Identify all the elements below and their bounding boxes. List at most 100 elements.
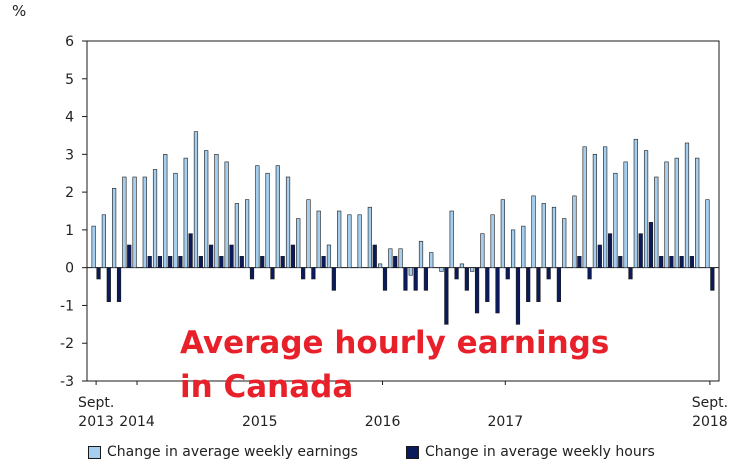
bar-weekly-hours (423, 267, 429, 291)
bar-weekly-earnings (480, 233, 485, 268)
overlay-title-line2: in Canada (180, 369, 353, 405)
bar-weekly-earnings (255, 165, 260, 268)
bar-weekly-earnings (674, 157, 679, 268)
x-tick-label: 2014 (119, 414, 155, 430)
bar-weekly-earnings (204, 150, 209, 268)
bar-weekly-earnings (582, 146, 587, 268)
x-axis: Sept. 2013 2014 2015 2016 2017 Sept. 2018 (78, 381, 728, 430)
bar-weekly-earnings (510, 229, 516, 268)
bar-weekly-earnings (91, 225, 96, 268)
bar-weekly-earnings (633, 138, 638, 268)
x-tick-label: 2013 (78, 414, 114, 430)
bar-weekly-hours (526, 267, 531, 302)
bar-weekly-earnings (695, 157, 700, 268)
bar-weekly-earnings (265, 172, 270, 268)
y-tick-label: 5 (65, 72, 74, 88)
bar-weekly-hours (546, 267, 551, 280)
bar-weekly-hours (219, 256, 224, 268)
bar-weekly-earnings (142, 176, 147, 268)
bar-weekly-earnings (613, 172, 618, 268)
bar-weekly-hours (331, 267, 336, 291)
bar-weekly-hours (628, 267, 633, 280)
bar-weekly-earnings (224, 161, 229, 268)
bar-weekly-hours (618, 256, 623, 268)
bar-weekly-hours (638, 233, 643, 268)
bar-weekly-hours (444, 267, 449, 325)
bar-weekly-earnings (388, 248, 393, 268)
bar-weekly-hours (505, 267, 510, 280)
bar-weekly-earnings (551, 206, 557, 268)
bar-weekly-hours (403, 267, 408, 291)
bar-weekly-hours (157, 256, 163, 268)
bar-weekly-earnings (684, 142, 690, 268)
x-tick-label: 2018 (692, 414, 728, 430)
plot-frame (86, 40, 720, 382)
bar-weekly-hours (147, 256, 152, 268)
bar-chart: % 6 5 4 3 2 1 0 -1 -2 -3 Sept. 2013 2014 2015 2016 201… (12, 2, 728, 430)
bar-weekly-hours (382, 267, 388, 291)
bar-weekly-earnings (152, 169, 158, 268)
bar-weekly-hours (188, 233, 193, 268)
bar-weekly-earnings (316, 210, 321, 268)
bar-weekly-hours (474, 267, 480, 314)
bar-weekly-earnings (418, 240, 424, 268)
bar-weekly-earnings (337, 210, 342, 268)
overlay-title-line1: Average hourly earnings (180, 325, 609, 361)
bar-weekly-hours (116, 267, 122, 302)
bar-weekly-earnings (275, 165, 280, 268)
bar-weekly-hours (249, 267, 255, 280)
legend-swatch-earnings (88, 445, 101, 459)
bar-weekly-hours (679, 256, 684, 268)
bar-weekly-hours (536, 267, 541, 302)
bar-weekly-hours (710, 267, 715, 291)
bar-weekly-hours (208, 244, 214, 268)
bar-weekly-earnings (112, 188, 117, 268)
y-tick-label: 3 (65, 147, 74, 163)
bar-weekly-hours (239, 256, 244, 268)
bar-weekly-earnings (439, 267, 444, 272)
bar-weekly-hours (372, 244, 377, 268)
bar-weekly-hours (577, 256, 582, 268)
bar-weekly-hours (260, 256, 265, 268)
bar-weekly-earnings (132, 176, 137, 268)
bar-weekly-hours (587, 267, 592, 280)
bar-weekly-earnings (643, 150, 649, 268)
bar-weekly-earnings (183, 157, 188, 268)
bar-weekly-earnings (572, 195, 577, 268)
bar-weekly-earnings (163, 154, 168, 268)
bar-weekly-earnings (367, 206, 372, 268)
y-tick-label: -2 (60, 336, 74, 352)
bars-group (87, 131, 719, 325)
bar-weekly-hours (556, 267, 561, 302)
bar-weekly-hours (168, 256, 173, 268)
bar-weekly-hours (515, 267, 521, 325)
bar-weekly-earnings (531, 195, 536, 268)
legend-label-earnings: Change in average weekly earnings (107, 444, 358, 460)
bar-weekly-hours (669, 256, 674, 268)
bar-weekly-earnings (592, 154, 598, 268)
y-axis: 6 5 4 3 2 1 0 -1 -2 -3 (60, 34, 87, 390)
bar-weekly-earnings (429, 252, 434, 268)
bar-weekly-hours (198, 256, 203, 268)
bar-weekly-earnings (398, 248, 403, 268)
bar-weekly-hours (311, 267, 316, 280)
bar-weekly-hours (659, 256, 664, 268)
bar-weekly-earnings (603, 146, 608, 268)
y-tick-label: 4 (65, 110, 74, 126)
bar-weekly-earnings (193, 131, 199, 268)
bar-weekly-earnings (214, 154, 219, 268)
x-tick-label: 2016 (365, 414, 401, 430)
bar-weekly-hours (464, 267, 469, 291)
x-tick-label: 2015 (242, 414, 278, 430)
y-unit-label: % (12, 2, 26, 20)
y-tick-label: 1 (65, 223, 74, 239)
bar-weekly-earnings (122, 176, 127, 268)
bar-weekly-earnings (654, 176, 659, 268)
bar-weekly-earnings (173, 172, 178, 268)
bar-weekly-hours (280, 256, 285, 268)
bar-weekly-hours (454, 267, 459, 280)
bar-weekly-earnings (623, 161, 628, 268)
bar-weekly-earnings (449, 210, 454, 268)
bar-weekly-earnings (296, 218, 301, 268)
bar-weekly-hours (290, 244, 296, 268)
